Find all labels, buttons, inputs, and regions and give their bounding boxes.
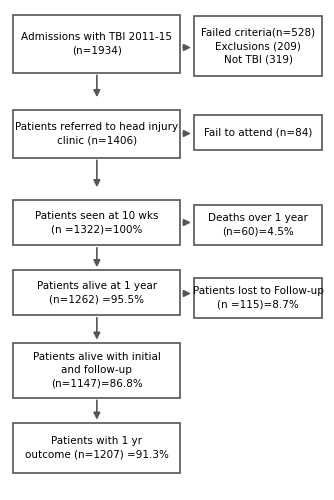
Text: Patients with 1 yr
outcome (n=1207) =91.3%: Patients with 1 yr outcome (n=1207) =91.… xyxy=(25,436,169,459)
Text: Failed criteria(n=528)
Exclusions (209)
Not TBI (319): Failed criteria(n=528) Exclusions (209) … xyxy=(201,28,315,64)
FancyBboxPatch shape xyxy=(194,115,322,150)
FancyBboxPatch shape xyxy=(13,200,180,245)
Text: Deaths over 1 year
(n=60)=4.5%: Deaths over 1 year (n=60)=4.5% xyxy=(208,214,308,236)
FancyBboxPatch shape xyxy=(13,110,180,158)
FancyBboxPatch shape xyxy=(13,342,180,398)
FancyBboxPatch shape xyxy=(194,16,322,76)
Text: Patients lost to Follow-up
(n =115)=8.7%: Patients lost to Follow-up (n =115)=8.7% xyxy=(193,286,323,309)
FancyBboxPatch shape xyxy=(13,422,180,472)
FancyBboxPatch shape xyxy=(13,15,180,72)
Text: Patients seen at 10 wks
(n =1322)=100%: Patients seen at 10 wks (n =1322)=100% xyxy=(35,211,159,234)
FancyBboxPatch shape xyxy=(194,205,322,245)
Text: Fail to attend (n=84): Fail to attend (n=84) xyxy=(204,128,312,138)
FancyBboxPatch shape xyxy=(194,278,322,318)
Text: Patients referred to head injury
clinic (n=1406): Patients referred to head injury clinic … xyxy=(15,122,178,146)
Text: Patients alive at 1 year
(n=1262) =95.5%: Patients alive at 1 year (n=1262) =95.5% xyxy=(37,281,157,304)
Text: Admissions with TBI 2011-15
(n=1934): Admissions with TBI 2011-15 (n=1934) xyxy=(21,32,172,56)
FancyBboxPatch shape xyxy=(13,270,180,315)
Text: Patients alive with initial
and follow-up
(n=1147)=86.8%: Patients alive with initial and follow-u… xyxy=(33,352,161,388)
